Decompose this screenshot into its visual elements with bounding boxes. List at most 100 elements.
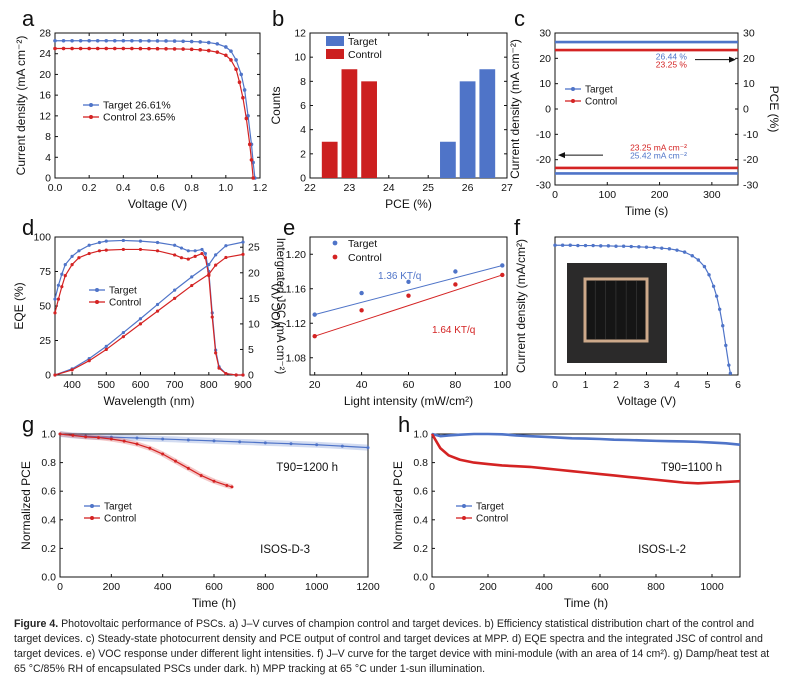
panel-c-frame [554, 32, 739, 186]
panel-d-point [155, 309, 160, 313]
panel-g-xlabel: Time (h) [192, 596, 236, 610]
panel-e-point [312, 312, 317, 317]
panel-a-point [244, 116, 249, 121]
panel-a-legend-marker [89, 115, 93, 119]
panel-f-point [727, 363, 731, 367]
panel-c-ytick-label: -20 [536, 154, 551, 166]
panel-d-frame [54, 236, 244, 376]
panel-d-legend-marker [95, 288, 99, 292]
panel-g-point [366, 446, 370, 450]
panel-b-legend-swatch [326, 36, 344, 46]
panel-e-xtick-label: 40 [356, 379, 368, 391]
panel-b-bar [361, 81, 377, 178]
panel-c-y2tick-label: -30 [743, 180, 758, 192]
panel-c-y2tick-label: 30 [743, 28, 755, 40]
panel-g-xtick-label: 200 [103, 581, 121, 593]
panel-a-point [121, 38, 126, 43]
panel-d-point [203, 251, 207, 256]
panel-a-point [155, 39, 160, 43]
panel-d-ytick-label: 25 [39, 335, 51, 347]
panel-b-ytick-label: 4 [300, 124, 306, 136]
panel-a-ytick-label: 4 [45, 152, 51, 164]
panel-g-ytick-label: 0.6 [41, 486, 56, 498]
panel-d-xtick-label: 700 [166, 379, 184, 391]
panel-d-xtick-label: 600 [132, 379, 150, 391]
panel-a-point [104, 46, 109, 51]
panel-e-point [312, 333, 317, 339]
panel-d-letter: d [22, 215, 34, 240]
panel-c-xlabel: Time (s) [625, 204, 669, 218]
panel-g-xtick-label: 800 [257, 581, 275, 593]
panel-a-point [249, 158, 254, 162]
panel-d-point [186, 249, 190, 253]
panel-f-point [621, 244, 626, 248]
panel-g-letter: g [22, 412, 34, 437]
panel-h-xtick-label: 800 [647, 581, 665, 593]
panel-e-point [453, 269, 458, 274]
panel-a-point [189, 39, 194, 44]
panel-a-legend-entry: Control 23.65% [103, 112, 175, 124]
panel-b-ytick-label: 6 [300, 100, 306, 112]
panel-d-point [121, 335, 125, 339]
panel-g-xtick-label: 1000 [305, 581, 329, 593]
figure-4: a0.0 0.2 0.4 0.6 0.8 1.0 1.20481216202428Volta… [12, 6, 781, 610]
panel-d-ytick-label: 75 [39, 266, 51, 278]
panel-f-point [606, 244, 611, 248]
panel-d-point [224, 255, 228, 260]
panel-a-point [172, 47, 177, 51]
panel-d-xtick-label: 400 [63, 379, 81, 391]
panel-b-bar [341, 69, 358, 178]
panel-e-letter: e [283, 215, 295, 240]
panel-d-xlabel: Wavelength (nm) [104, 394, 195, 408]
panel-b-legend-swatch [326, 49, 344, 59]
panel-g-xtick-label: 400 [154, 581, 172, 593]
panel-a-xtick-label: 0.0 [48, 182, 63, 194]
panel-c-ytick-label: 20 [539, 53, 551, 65]
panel-g-point [289, 442, 293, 446]
panel-g-point [186, 438, 190, 442]
panel-d-ytick-label: 0 [45, 370, 51, 382]
panel-f-point [707, 273, 711, 277]
panel-g-point [122, 439, 126, 443]
panel-g-point [212, 479, 216, 483]
panel-a-point [53, 46, 57, 51]
panel-c-annotation: 25.42 mA cm⁻² [630, 151, 687, 161]
panel-d-point [217, 366, 221, 370]
panel-d-y2tick-label: 15 [248, 293, 260, 305]
panel-d-ytick-label: 50 [39, 301, 51, 313]
panel-h-xtick-label: 600 [591, 581, 609, 593]
panel-a-ytick-label: 20 [39, 69, 51, 81]
panel-e-point [500, 272, 505, 278]
panel-e-xtick-label: 100 [494, 379, 512, 391]
panel-d-point [234, 373, 238, 377]
panel-h-letter: h [398, 412, 410, 437]
panel-d-point [173, 288, 177, 292]
caption-label: Figure 4. [14, 618, 59, 630]
panel-d-point [190, 275, 194, 279]
panel-e-xtick-label: 20 [309, 379, 321, 391]
panel-f-point [718, 307, 722, 311]
panel-c-y2tick-label: 0 [743, 104, 749, 116]
panel-d-legend-entry: Target [109, 286, 137, 297]
panel-g-point [263, 441, 267, 445]
panel-e-legend-entry: Control [348, 252, 382, 264]
panel-d-series-line [54, 239, 243, 376]
panel-c-xtick-label: 100 [599, 189, 617, 201]
panel-b-ytick-label: 12 [294, 28, 306, 40]
panel-d-ytick-label: 100 [33, 232, 51, 244]
panel-g-xtick-label: 0 [57, 581, 63, 593]
panel-a-point [87, 46, 91, 51]
panel-d-point [70, 254, 74, 258]
panel-h-legend-entry: Target [476, 502, 504, 513]
panel-d-point [241, 252, 245, 256]
panel-d-point [190, 283, 194, 288]
panel-b-xtick-label: 27 [501, 182, 513, 194]
panel-f-point [690, 254, 694, 258]
panel-d-point [210, 315, 214, 319]
panel-d-point [56, 297, 61, 301]
panel-h-ytick-label: 1.0 [413, 429, 428, 441]
panel-d-point [200, 251, 204, 256]
panel-b-ytick-label: 2 [300, 148, 306, 160]
panel-d-point [60, 285, 64, 289]
panel-a-point [130, 46, 134, 51]
